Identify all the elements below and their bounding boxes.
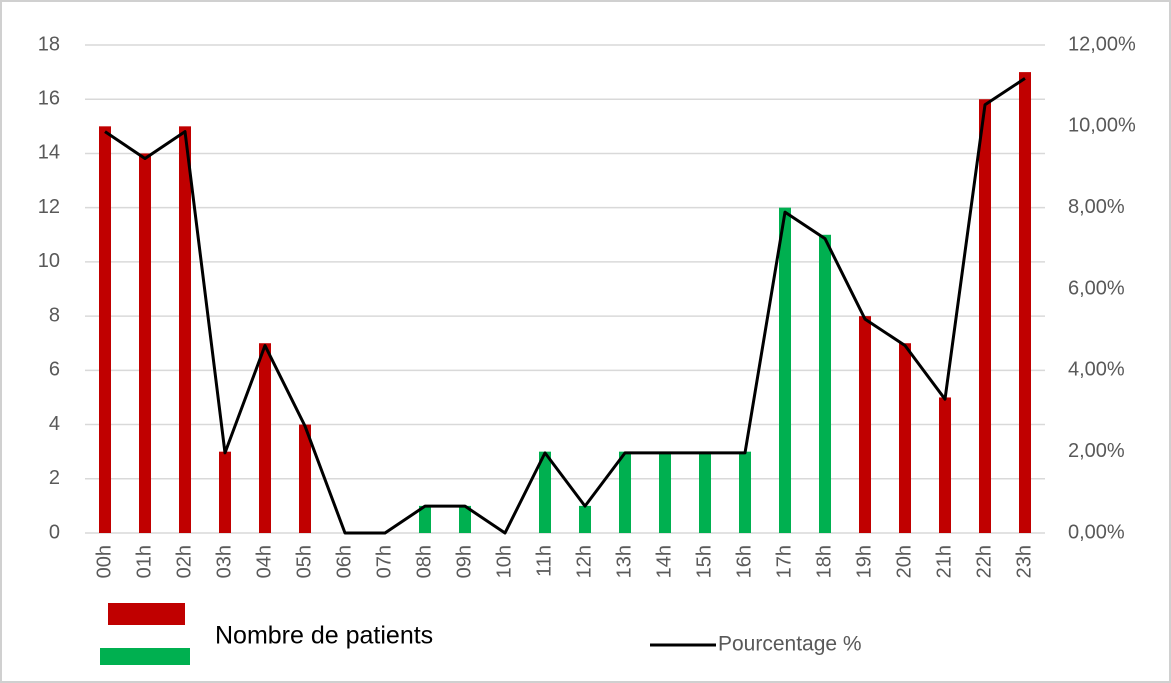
y2-tick-label: 8,00% [1068,196,1125,218]
y-tick-label: 8 [49,304,60,326]
legend-label: Pourcentage % [718,633,862,656]
bar [539,451,551,533]
x-tick-label: 23h [1013,545,1035,578]
x-tick-label: 16h [733,545,755,578]
x-tick-label: 13h [613,545,635,578]
x-tick-label: 22h [973,545,995,578]
y-tick-label: 4 [49,413,60,435]
bar [219,451,231,533]
y-tick-label: 12 [38,196,60,218]
x-tick-label: 09h [453,545,475,578]
x-tick-label: 02h [173,545,195,578]
y2-tick-label: 10,00% [1068,115,1136,137]
y2-tick-label: 2,00% [1068,440,1125,462]
x-tick-label: 11h [533,545,555,577]
y2-tick-label: 12,00% [1068,33,1136,55]
x-tick-label: 00h [93,545,115,578]
x-tick-label: 06h [333,545,355,578]
bar [179,126,191,533]
y-tick-label: 18 [38,33,60,55]
y-tick-label: 16 [38,88,60,110]
bar [459,505,471,533]
legend-swatch [108,603,185,625]
x-tick-label: 01h [133,545,155,578]
x-tick-label: 03h [213,545,235,578]
bar [619,451,631,533]
x-tick-label: 07h [373,545,395,578]
bar [1019,72,1031,533]
y2-tick-label: 6,00% [1068,277,1125,299]
bar [139,153,151,533]
bar [99,126,111,533]
x-tick-label: 17h [773,545,795,578]
bar [779,207,791,533]
x-tick-label: 08h [413,545,435,578]
x-tick-label: 19h [853,545,875,578]
x-tick-label: 21h [933,545,955,578]
bar [739,451,751,533]
legend-label: Nombre de patients [215,622,433,650]
bar [259,343,271,533]
x-tick-label: 12h [573,545,595,578]
bar [819,234,831,533]
bar [939,397,951,533]
y-tick-label: 2 [49,467,60,489]
y-tick-label: 14 [38,142,60,164]
y-tick-label: 6 [49,359,60,381]
bar [419,505,431,533]
y-tick-label: 10 [38,250,60,272]
x-tick-label: 18h [813,545,835,578]
bar [299,424,311,533]
y2-tick-label: 4,00% [1068,359,1125,381]
y-tick-label: 0 [49,521,60,543]
x-tick-label: 14h [653,545,675,578]
x-tick-label: 15h [693,545,715,578]
bar [659,451,671,533]
y2-tick-label: 0,00% [1068,521,1125,543]
bar [979,99,991,533]
line [104,77,1026,535]
legend-swatch [100,648,190,665]
bar [579,505,591,533]
bar [859,316,871,533]
x-tick-label: 04h [253,545,275,578]
bar [699,451,711,533]
x-tick-label: 20h [893,545,915,578]
x-tick-label: 05h [293,545,315,578]
bar [899,343,911,533]
x-tick-label: 10h [493,545,515,578]
